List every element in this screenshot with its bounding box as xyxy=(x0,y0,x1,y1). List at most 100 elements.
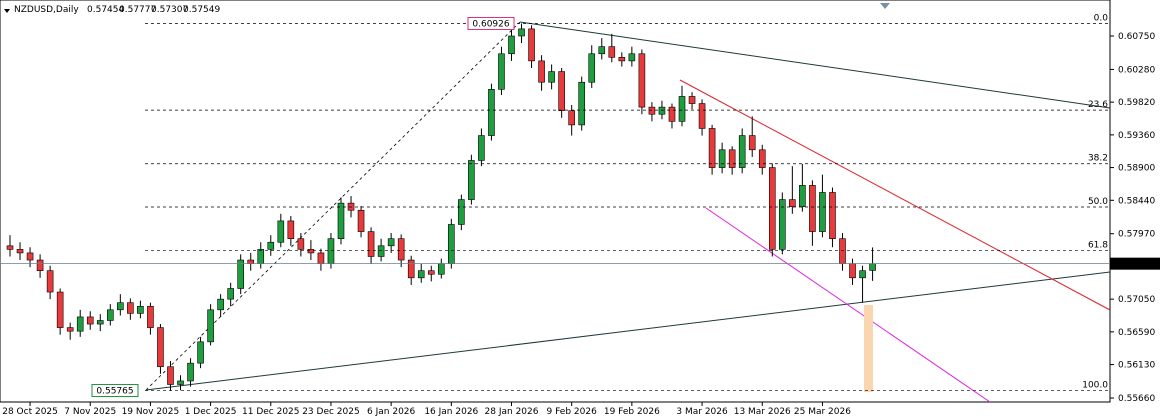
candle-body xyxy=(468,160,475,200)
candle-body xyxy=(799,185,806,207)
candle-body xyxy=(427,270,435,275)
plot-frame xyxy=(0,0,1111,403)
x-tick-label: 19 Nov 2025 xyxy=(122,407,180,417)
candle-body xyxy=(658,106,666,115)
candle-body xyxy=(377,245,385,257)
candle-body xyxy=(26,252,34,261)
y-tick-label: 0.60750 xyxy=(1118,32,1155,42)
candle-body xyxy=(297,238,305,250)
candle-body xyxy=(478,135,485,161)
swing-high-label: 0.60926 xyxy=(472,19,509,29)
candle-body xyxy=(819,192,826,232)
last-price-label: 0.57549 xyxy=(1118,260,1155,270)
shift-marker xyxy=(880,3,890,9)
x-tick-label: 11 Dec 2025 xyxy=(242,407,300,417)
channel-line xyxy=(679,79,1111,311)
candle-body xyxy=(748,135,756,151)
candle-body xyxy=(317,252,325,264)
candle-body xyxy=(237,259,244,289)
candle-body xyxy=(698,103,706,129)
y-tick-label: 0.57970 xyxy=(1118,230,1155,240)
x-tick-label: 6 Jan 2026 xyxy=(367,407,415,417)
y-tick-label: 0.59820 xyxy=(1118,98,1155,108)
symbol-label: NZDUSD,Daily xyxy=(14,5,79,15)
candle-body xyxy=(678,96,686,122)
candle-body xyxy=(417,270,425,279)
candle-body xyxy=(16,249,24,254)
candle-body xyxy=(137,305,144,314)
x-tick-label: 25 Mar 2026 xyxy=(794,407,851,417)
candle-body xyxy=(779,199,786,250)
candle-body xyxy=(217,298,224,311)
candle-body xyxy=(187,362,194,382)
ohlc-close: 0.57549 xyxy=(183,5,220,15)
candle-body xyxy=(86,316,94,325)
candle-body xyxy=(327,238,335,264)
candle-body xyxy=(167,366,174,385)
candle-body xyxy=(96,320,104,325)
candle-body xyxy=(648,106,656,115)
x-tick-label: 23 Dec 2025 xyxy=(302,407,360,417)
candle-body xyxy=(197,341,204,364)
candle-body xyxy=(307,249,315,254)
candle-body xyxy=(758,149,766,168)
candle-body xyxy=(247,259,255,264)
ohlc-high: 0.57777 xyxy=(119,5,156,15)
candle-body xyxy=(548,71,555,83)
candle-body xyxy=(518,28,525,37)
y-tick-label: 0.59360 xyxy=(1118,131,1155,141)
swing-low-label: 0.55765 xyxy=(96,387,133,397)
candle-body xyxy=(46,270,54,293)
candle-body xyxy=(538,60,545,83)
fib-level-label: 38.2 xyxy=(1088,154,1108,164)
candle-body xyxy=(277,220,285,243)
y-tick-label: 0.55660 xyxy=(1118,394,1155,404)
candle-body xyxy=(117,302,124,311)
candle-body xyxy=(588,53,596,83)
candle-body xyxy=(618,57,626,62)
x-tick-label: 9 Feb 2026 xyxy=(547,407,598,417)
fib-level-label: 50.0 xyxy=(1088,197,1108,207)
candle-body xyxy=(578,81,586,126)
y-tick-label: 0.60280 xyxy=(1118,65,1155,75)
candle-body xyxy=(147,305,154,328)
candle-body xyxy=(448,224,455,264)
y-tick-label: 0.56590 xyxy=(1118,328,1155,338)
menu-arrow[interactable] xyxy=(4,9,10,13)
candle-body xyxy=(869,263,876,271)
x-tick-label: 7 Nov 2025 xyxy=(64,407,116,417)
candle-body xyxy=(668,106,676,122)
last-price-box xyxy=(1110,257,1160,270)
trend-line xyxy=(145,271,1111,391)
candle-body xyxy=(768,167,776,250)
candle-body xyxy=(267,241,275,250)
candle-body xyxy=(437,263,445,275)
candle-body xyxy=(508,35,515,55)
candle-body xyxy=(638,53,646,108)
candle-body xyxy=(367,231,375,257)
x-tick-label: 16 Jan 2026 xyxy=(424,407,478,417)
fib-level-label: 0.0 xyxy=(1094,13,1109,23)
x-tick-label: 1 Dec 2025 xyxy=(185,407,237,417)
candle-body xyxy=(728,149,736,168)
candle-body xyxy=(839,238,846,264)
y-tick-label: 0.56130 xyxy=(1118,361,1155,371)
fib-level-label: 23.6 xyxy=(1088,100,1108,110)
candle-body xyxy=(628,53,636,62)
candle-body xyxy=(257,249,265,264)
fib-level-label: 100.0 xyxy=(1082,381,1108,391)
candle-body xyxy=(608,46,616,58)
candle-body xyxy=(56,291,64,328)
candle-body xyxy=(558,71,565,111)
candle-body xyxy=(528,28,535,62)
y-tick-label: 0.58440 xyxy=(1118,196,1155,206)
candle-body xyxy=(76,316,84,332)
candle-body xyxy=(6,245,14,250)
highlight-zone xyxy=(864,305,873,392)
candle-body xyxy=(357,209,365,232)
candle-body xyxy=(387,238,395,247)
candle-body xyxy=(498,53,505,90)
y-tick-label: 0.57050 xyxy=(1118,295,1155,305)
